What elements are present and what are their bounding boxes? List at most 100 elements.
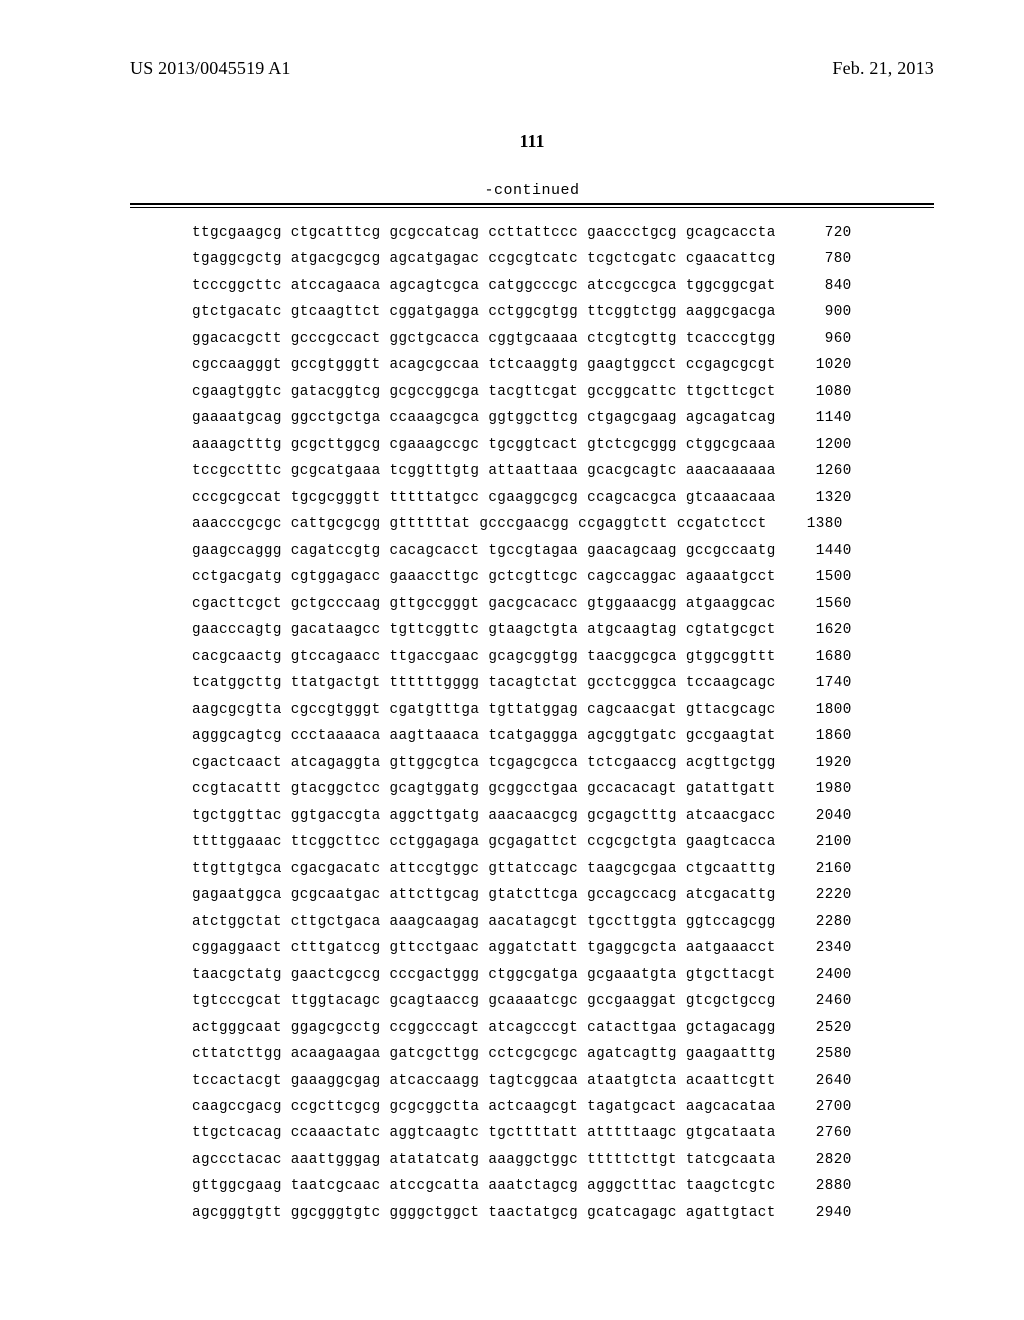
sequence-position: 1920 xyxy=(804,756,852,770)
sequence-row: cggaggaact ctttgatccg gttcctgaac aggatct… xyxy=(192,941,934,955)
sequence-row: tgctggttac ggtgaccgta aggcttgatg aaacaac… xyxy=(192,809,934,823)
sequence-position: 1680 xyxy=(804,650,852,664)
sequence-position: 2400 xyxy=(804,968,852,982)
sequence-position: 1740 xyxy=(804,676,852,690)
sequence-row: ttgttgtgca cgacgacatc attccgtggc gttatcc… xyxy=(192,862,934,876)
sequence-position: 1500 xyxy=(804,570,852,584)
sequence-text: actgggcaat ggagcgcctg ccggcccagt atcagcc… xyxy=(192,1021,776,1035)
sequence-position: 2760 xyxy=(804,1126,852,1140)
sequence-position: 2880 xyxy=(804,1179,852,1193)
sequence-row: gagaatggca gcgcaatgac attcttgcag gtatctt… xyxy=(192,888,934,902)
sequence-position: 2280 xyxy=(804,915,852,929)
sequence-row: gtctgacatc gtcaagttct cggatgagga cctggcg… xyxy=(192,305,934,319)
sequence-row: atctggctat cttgctgaca aaagcaagag aacatag… xyxy=(192,915,934,929)
sequence-row: cgactcaact atcagaggta gttggcgtca tcgagcg… xyxy=(192,756,934,770)
sequence-text: cgaagtggtc gatacggtcg gcgccggcga tacgttc… xyxy=(192,385,776,399)
publication-date: Feb. 21, 2013 xyxy=(832,58,934,79)
sequence-position: 1200 xyxy=(804,438,852,452)
sequence-position: 2340 xyxy=(804,941,852,955)
sequence-text: ttgttgtgca cgacgacatc attccgtggc gttatcc… xyxy=(192,862,776,876)
sequence-row: cacgcaactg gtccagaacc ttgaccgaac gcagcgg… xyxy=(192,650,934,664)
sequence-position: 1620 xyxy=(804,623,852,637)
sequence-row: actgggcaat ggagcgcctg ccggcccagt atcagcc… xyxy=(192,1021,934,1035)
sequence-text: cgacttcgct gctgcccaag gttgccgggt gacgcac… xyxy=(192,597,776,611)
sequence-position: 2580 xyxy=(804,1047,852,1061)
sequence-text: agggcagtcg ccctaaaaca aagttaaaca tcatgag… xyxy=(192,729,776,743)
sequence-position: 1440 xyxy=(804,544,852,558)
sequence-row: cgaagtggtc gatacggtcg gcgccggcga tacgttc… xyxy=(192,385,934,399)
sequence-text: ttgctcacag ccaaactatc aggtcaagtc tgctttt… xyxy=(192,1126,776,1140)
sequence-position: 1980 xyxy=(804,782,852,796)
sequence-row: ttgcgaagcg ctgcatttcg gcgccatcag ccttatt… xyxy=(192,226,934,240)
sequence-text: gtctgacatc gtcaagttct cggatgagga cctggcg… xyxy=(192,305,776,319)
sequence-row: cgacttcgct gctgcccaag gttgccgggt gacgcac… xyxy=(192,597,934,611)
sequence-text: agccctacac aaattgggag atatatcatg aaaggct… xyxy=(192,1153,776,1167)
sequence-position: 900 xyxy=(804,305,852,319)
sequence-position: 2520 xyxy=(804,1021,852,1035)
sequence-text: gaaaatgcag ggcctgctga ccaaagcgca ggtggct… xyxy=(192,411,776,425)
sequence-text: taacgctatg gaactcgccg cccgactggg ctggcga… xyxy=(192,968,776,982)
sequence-row: cctgacgatg cgtggagacc gaaaccttgc gctcgtt… xyxy=(192,570,934,584)
sequence-row: tgtcccgcat ttggtacagc gcagtaaccg gcaaaat… xyxy=(192,994,934,1008)
sequence-row: cccgcgccat tgcgcgggtt tttttatgcc cgaaggc… xyxy=(192,491,934,505)
publication-number: US 2013/0045519 A1 xyxy=(130,58,291,79)
sequence-text: ggacacgctt gcccgccact ggctgcacca cggtgca… xyxy=(192,332,776,346)
sequence-text: gagaatggca gcgcaatgac attcttgcag gtatctt… xyxy=(192,888,776,902)
sequence-row: ggacacgctt gcccgccact ggctgcacca cggtgca… xyxy=(192,332,934,346)
sequence-text: ttgcgaagcg ctgcatttcg gcgccatcag ccttatt… xyxy=(192,226,776,240)
sequence-position: 2220 xyxy=(804,888,852,902)
sequence-text: cggaggaact ctttgatccg gttcctgaac aggatct… xyxy=(192,941,776,955)
sequence-text: cttatcttgg acaagaagaa gatcgcttgg cctcgcg… xyxy=(192,1047,776,1061)
sequence-text: tgtcccgcat ttggtacagc gcagtaaccg gcaaaat… xyxy=(192,994,776,1008)
sequence-row: tcccggcttc atccagaaca agcagtcgca catggcc… xyxy=(192,279,934,293)
sequence-position: 1260 xyxy=(804,464,852,478)
sequence-position: 840 xyxy=(804,279,852,293)
page-header: US 2013/0045519 A1 Feb. 21, 2013 xyxy=(130,58,934,79)
sequence-position: 960 xyxy=(804,332,852,346)
sequence-text: agcgggtgtt ggcgggtgtc ggggctggct taactat… xyxy=(192,1206,776,1220)
patent-page: US 2013/0045519 A1 Feb. 21, 2013 111 -co… xyxy=(0,0,1024,1320)
sequence-row: agggcagtcg ccctaaaaca aagttaaaca tcatgag… xyxy=(192,729,934,743)
sequence-row: cttatcttgg acaagaagaa gatcgcttgg cctcgcg… xyxy=(192,1047,934,1061)
sequence-position: 720 xyxy=(804,226,852,240)
sequence-position: 2820 xyxy=(804,1153,852,1167)
sequence-text: aaacccgcgc cattgcgcgg gttttttat gcccgaac… xyxy=(192,517,767,531)
sequence-position: 1860 xyxy=(804,729,852,743)
sequence-row: aaacccgcgc cattgcgcgg gttttttat gcccgaac… xyxy=(192,517,934,531)
sequence-text: cccgcgccat tgcgcgggtt tttttatgcc cgaaggc… xyxy=(192,491,776,505)
sequence-position: 1320 xyxy=(804,491,852,505)
sequence-text: gttggcgaag taatcgcaac atccgcatta aaatcta… xyxy=(192,1179,776,1193)
sequence-row: gaacccagtg gacataagcc tgttcggttc gtaagct… xyxy=(192,623,934,637)
sequence-position: 1140 xyxy=(804,411,852,425)
sequence-text: ccgtacattt gtacggctcc gcagtggatg gcggcct… xyxy=(192,782,776,796)
sequence-row: tgaggcgctg atgacgcgcg agcatgagac ccgcgtc… xyxy=(192,252,934,266)
sequence-row: agccctacac aaattgggag atatatcatg aaaggct… xyxy=(192,1153,934,1167)
sequence-text: cctgacgatg cgtggagacc gaaaccttgc gctcgtt… xyxy=(192,570,776,584)
sequence-text: tccgcctttc gcgcatgaaa tcggtttgtg attaatt… xyxy=(192,464,776,478)
sequence-position: 2640 xyxy=(804,1074,852,1088)
sequence-position: 1020 xyxy=(804,358,852,372)
sequence-text: tgctggttac ggtgaccgta aggcttgatg aaacaac… xyxy=(192,809,776,823)
sequence-row: tccgcctttc gcgcatgaaa tcggtttgtg attaatt… xyxy=(192,464,934,478)
sequence-text: ttttggaaac ttcggcttcc cctggagaga gcgagat… xyxy=(192,835,776,849)
sequence-row: gaagccaggg cagatccgtg cacagcacct tgccgta… xyxy=(192,544,934,558)
sequence-position: 780 xyxy=(804,252,852,266)
sequence-text: cgccaagggt gccgtgggtt acagcgccaa tctcaag… xyxy=(192,358,776,372)
continued-label: -continued xyxy=(130,182,934,199)
sequence-text: cgactcaact atcagaggta gttggcgtca tcgagcg… xyxy=(192,756,776,770)
sequence-row: cgccaagggt gccgtgggtt acagcgccaa tctcaag… xyxy=(192,358,934,372)
sequence-text: aagcgcgtta cgccgtgggt cgatgtttga tgttatg… xyxy=(192,703,776,717)
sequence-row: aagcgcgtta cgccgtgggt cgatgtttga tgttatg… xyxy=(192,703,934,717)
rule-top xyxy=(130,203,934,205)
sequence-text: aaaagctttg gcgcttggcg cgaaagccgc tgcggtc… xyxy=(192,438,776,452)
sequence-row: ttttggaaac ttcggcttcc cctggagaga gcgagat… xyxy=(192,835,934,849)
sequence-position: 2100 xyxy=(804,835,852,849)
sequence-position: 1380 xyxy=(795,517,843,531)
page-number: 111 xyxy=(130,131,934,152)
sequence-text: tcatggcttg ttatgactgt ttttttgggg tacagtc… xyxy=(192,676,776,690)
sequence-text: caagccgacg ccgcttcgcg gcgcggctta actcaag… xyxy=(192,1100,776,1114)
sequence-row: taacgctatg gaactcgccg cccgactggg ctggcga… xyxy=(192,968,934,982)
sequence-position: 2940 xyxy=(804,1206,852,1220)
sequence-position: 1080 xyxy=(804,385,852,399)
sequence-text: gaacccagtg gacataagcc tgttcggttc gtaagct… xyxy=(192,623,776,637)
